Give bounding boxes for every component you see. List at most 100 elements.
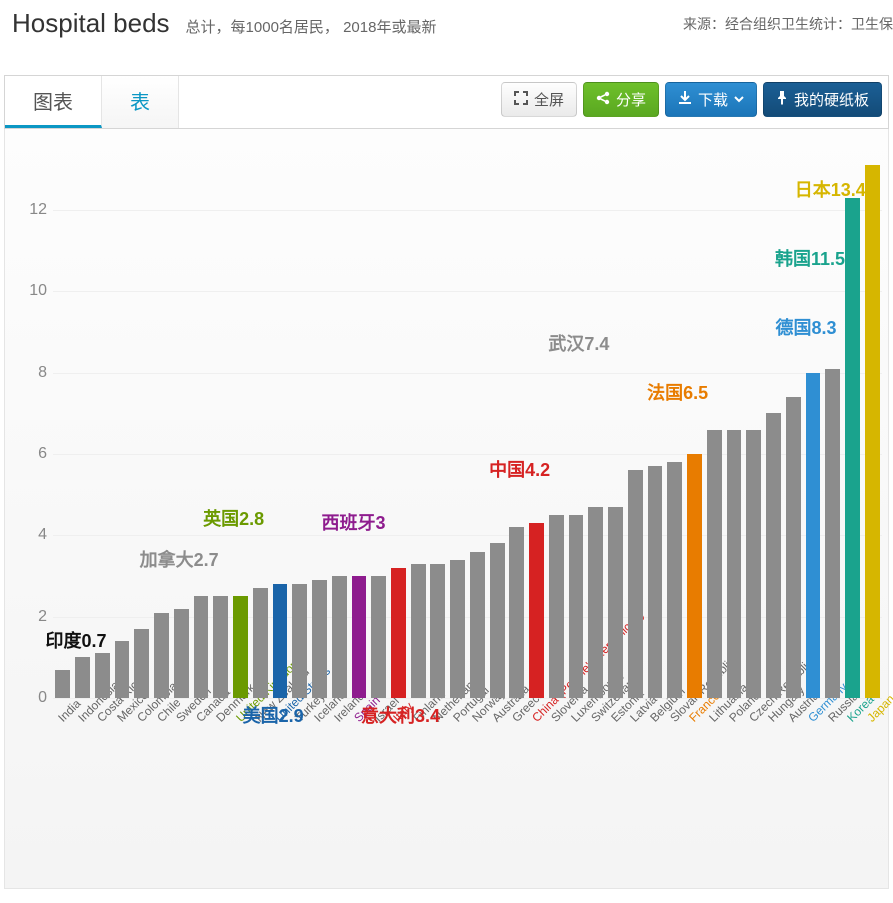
bar[interactable]	[273, 584, 288, 698]
xaxis-label: Slovenia	[549, 712, 562, 725]
bar[interactable]	[727, 430, 742, 698]
annotation-label: 印度0.7	[45, 627, 106, 653]
annotation-label: 韩国11.5	[775, 245, 845, 271]
yaxis-tick: 2	[13, 608, 47, 626]
chart-area: 024681012IndiaIndonesiaCosta RicaMexicoC…	[4, 129, 889, 889]
xaxis-label: Latvia	[627, 712, 640, 725]
xaxis-label: Greece	[509, 712, 522, 725]
tab-chart[interactable]: 图表	[5, 76, 102, 128]
bar[interactable]	[549, 515, 564, 698]
bar[interactable]	[588, 507, 603, 698]
xaxis-label: Russia	[825, 712, 838, 725]
bar[interactable]	[253, 588, 268, 698]
chevron-down-icon	[734, 91, 744, 108]
bar[interactable]	[75, 657, 90, 698]
bar[interactable]	[411, 564, 426, 698]
grid-line	[53, 210, 882, 211]
xaxis-label: Japan	[864, 712, 877, 725]
annotation-label: 加拿大2.7	[140, 546, 219, 572]
bar[interactable]	[667, 462, 682, 698]
bar[interactable]	[687, 454, 702, 698]
bar[interactable]	[391, 568, 406, 698]
mydashboard-button[interactable]: 我的硬纸板	[763, 82, 882, 117]
bar[interactable]	[233, 596, 248, 698]
annotation-label: 日本13.4	[795, 176, 866, 202]
xaxis-label: Australia	[489, 712, 502, 725]
xaxis-label: Belgium	[647, 712, 660, 725]
xaxis-label: Switzerland	[588, 712, 601, 725]
bar[interactable]	[628, 470, 643, 698]
xaxis-label: Poland	[726, 712, 739, 725]
bar[interactable]	[450, 560, 465, 698]
share-button[interactable]: 分享	[583, 82, 659, 117]
bar[interactable]	[470, 552, 485, 698]
xaxis-label: Estonia	[608, 712, 621, 725]
page-title: Hospital beds	[12, 8, 170, 39]
bar[interactable]	[194, 596, 209, 698]
page-subtitle: 总计，每1000名居民， 2018年或最新	[186, 16, 437, 37]
yaxis-tick: 6	[13, 445, 47, 463]
share-label: 分享	[616, 89, 646, 110]
xaxis-label: China (People's Republic of)	[529, 712, 542, 725]
xaxis-label: Chile	[154, 712, 167, 725]
xaxis-label: Slovak Republic	[667, 712, 680, 725]
xaxis-label: Hungary	[766, 712, 779, 725]
bar[interactable]	[766, 413, 781, 698]
annotation-label: 美国2.9	[243, 702, 304, 728]
xaxis-label: Denmark	[213, 712, 226, 725]
bar[interactable]	[430, 564, 445, 698]
xaxis-label: Canada	[193, 712, 206, 725]
toolbar-buttons: 全屏 分享 下载 我的硬纸板	[501, 82, 882, 117]
yaxis-tick: 4	[13, 526, 47, 544]
xaxis-label: India	[55, 712, 68, 725]
bar[interactable]	[312, 580, 327, 698]
bar[interactable]	[648, 466, 663, 698]
download-icon	[678, 91, 692, 109]
fullscreen-button[interactable]: 全屏	[501, 82, 577, 117]
xaxis-label: Austria	[785, 712, 798, 725]
bar[interactable]	[292, 584, 307, 698]
annotation-label: 中国4.2	[489, 456, 550, 482]
bar[interactable]	[569, 515, 584, 698]
annotation-label: 意大利3.4	[361, 702, 440, 728]
bar[interactable]	[845, 198, 860, 698]
bar[interactable]	[115, 641, 130, 698]
xaxis-label: Ireland	[331, 712, 344, 725]
bar[interactable]	[746, 430, 761, 698]
bar[interactable]	[529, 523, 544, 698]
bar[interactable]	[134, 629, 149, 698]
bar[interactable]	[825, 369, 840, 698]
bar[interactable]	[154, 613, 169, 698]
xaxis-label: Korea	[845, 712, 858, 725]
yaxis-tick: 10	[13, 282, 47, 300]
download-button[interactable]: 下载	[665, 82, 757, 117]
bar[interactable]	[213, 596, 228, 698]
bar[interactable]	[509, 527, 524, 698]
bar[interactable]	[371, 576, 386, 698]
page-header: Hospital beds 总计，每1000名居民， 2018年或最新 来源：经…	[0, 0, 893, 45]
xaxis-label: Mexico	[114, 712, 127, 725]
xaxis-label: Lithuania	[706, 712, 719, 725]
fullscreen-label: 全屏	[534, 89, 564, 110]
bar[interactable]	[707, 430, 722, 698]
bar[interactable]	[332, 576, 347, 698]
bar[interactable]	[55, 670, 70, 698]
bar[interactable]	[865, 165, 880, 698]
bar[interactable]	[352, 576, 367, 698]
bar[interactable]	[806, 373, 821, 698]
annotation-label: 英国2.8	[203, 505, 264, 531]
source-text: 来源：经合组织卫生统计：卫生保	[683, 14, 893, 34]
tab-table[interactable]: 表	[102, 76, 179, 128]
bar[interactable]	[174, 609, 189, 698]
pin-icon	[776, 91, 788, 109]
bar[interactable]	[490, 543, 505, 698]
xaxis-label: Germany	[805, 712, 818, 725]
yaxis-tick: 0	[13, 689, 47, 707]
bar[interactable]	[95, 653, 110, 698]
xaxis-label: Colombia	[134, 712, 147, 725]
bar[interactable]	[786, 397, 801, 698]
xaxis-label: France	[687, 712, 700, 725]
grid-line	[53, 373, 882, 374]
xaxis-label: Costa Rica	[95, 712, 108, 725]
bar[interactable]	[608, 507, 623, 698]
